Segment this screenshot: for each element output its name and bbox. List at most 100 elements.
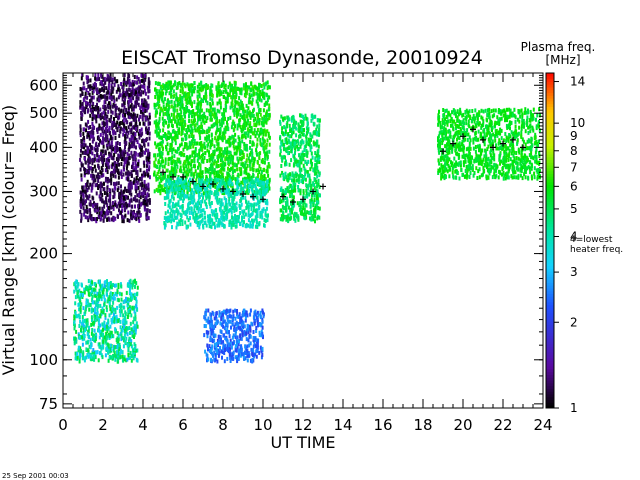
echo-point (197, 106, 200, 110)
echo-point (98, 211, 101, 216)
echo-point (197, 115, 200, 120)
echo-point (223, 132, 226, 137)
echo-point (167, 130, 170, 135)
echo-point (160, 154, 163, 159)
echo-point (163, 164, 166, 169)
echo-point (238, 156, 241, 161)
echo-point (88, 307, 91, 312)
echo-point (224, 108, 227, 113)
echo-point (89, 87, 92, 92)
echo-point (254, 309, 257, 314)
echo-point (232, 197, 235, 202)
echo-point (90, 341, 93, 346)
echo-point (198, 82, 201, 87)
echo-point (119, 305, 122, 310)
echo-point (130, 292, 133, 297)
echo-point (132, 91, 135, 96)
echo-point (230, 194, 233, 198)
echo-point (104, 168, 107, 173)
echo-point (98, 194, 101, 199)
echo-point (142, 191, 145, 195)
echo-point (161, 84, 164, 89)
echo-point (95, 350, 98, 355)
echo-point (123, 333, 126, 338)
echo-point (206, 143, 209, 148)
echo-point (96, 97, 99, 102)
echo-point (102, 287, 105, 292)
echo-point (167, 162, 170, 167)
echo-point (106, 329, 109, 334)
echo-point (130, 134, 133, 139)
echo-point (99, 138, 101, 143)
echo-point (133, 292, 136, 297)
echo-point (215, 164, 218, 169)
echo-point (215, 147, 218, 152)
echo-point (247, 213, 250, 218)
echo-point (258, 189, 261, 194)
echo-point (228, 202, 231, 207)
echo-point (192, 174, 195, 179)
echo-point (239, 211, 242, 215)
echo-point (239, 353, 242, 358)
echo-point (112, 348, 115, 353)
echo-point (136, 210, 139, 215)
echo-point (176, 209, 179, 214)
echo-point (182, 124, 185, 129)
echo-point (129, 88, 132, 93)
echo-point (164, 86, 167, 91)
echo-point (147, 77, 150, 82)
echo-point (80, 218, 83, 223)
echo-point (158, 149, 161, 154)
echo-point (137, 96, 140, 101)
echo-point (216, 351, 219, 356)
echo-point (124, 213, 127, 218)
echo-point (77, 313, 80, 318)
echo-point (83, 358, 86, 363)
echo-point (215, 138, 218, 143)
echo-point (245, 121, 248, 126)
echo-point (104, 326, 107, 331)
echo-point (102, 218, 105, 223)
echo-point (249, 150, 252, 155)
echo-point (111, 126, 114, 131)
echo-point (262, 132, 265, 137)
echo-point (190, 123, 193, 128)
echo-point (248, 163, 251, 168)
echo-point (211, 98, 214, 103)
echo-point (123, 93, 126, 98)
echo-point (83, 212, 86, 217)
echo-point (206, 137, 209, 142)
echo-point (203, 324, 206, 328)
echo-point (96, 297, 98, 302)
echo-point (141, 111, 144, 115)
echo-point (256, 142, 259, 147)
echo-point (80, 196, 82, 201)
echo-point (224, 129, 227, 134)
echo-point (174, 136, 177, 141)
echo-point (85, 355, 88, 360)
echo-point (220, 210, 223, 215)
echo-point (223, 135, 226, 140)
echo-point (126, 297, 129, 302)
echo-point (80, 148, 82, 153)
echo-point (94, 217, 97, 222)
echo-point (261, 174, 264, 179)
echo-point (90, 354, 93, 359)
echo-point (77, 294, 79, 299)
echo-point (209, 185, 212, 190)
echo-point (254, 312, 257, 317)
echo-point (192, 134, 195, 139)
echo-point (232, 170, 234, 174)
echo-point (134, 183, 137, 188)
echo-point (208, 150, 210, 155)
echo-point (96, 183, 98, 187)
echo-point (218, 173, 220, 178)
echo-point (253, 190, 256, 194)
echo-point (175, 187, 178, 192)
echo-point (114, 112, 117, 117)
echo-point (226, 171, 229, 176)
echo-point (85, 323, 88, 328)
echo-point (229, 156, 232, 161)
echo-point (119, 282, 122, 287)
echo-point (230, 325, 232, 330)
